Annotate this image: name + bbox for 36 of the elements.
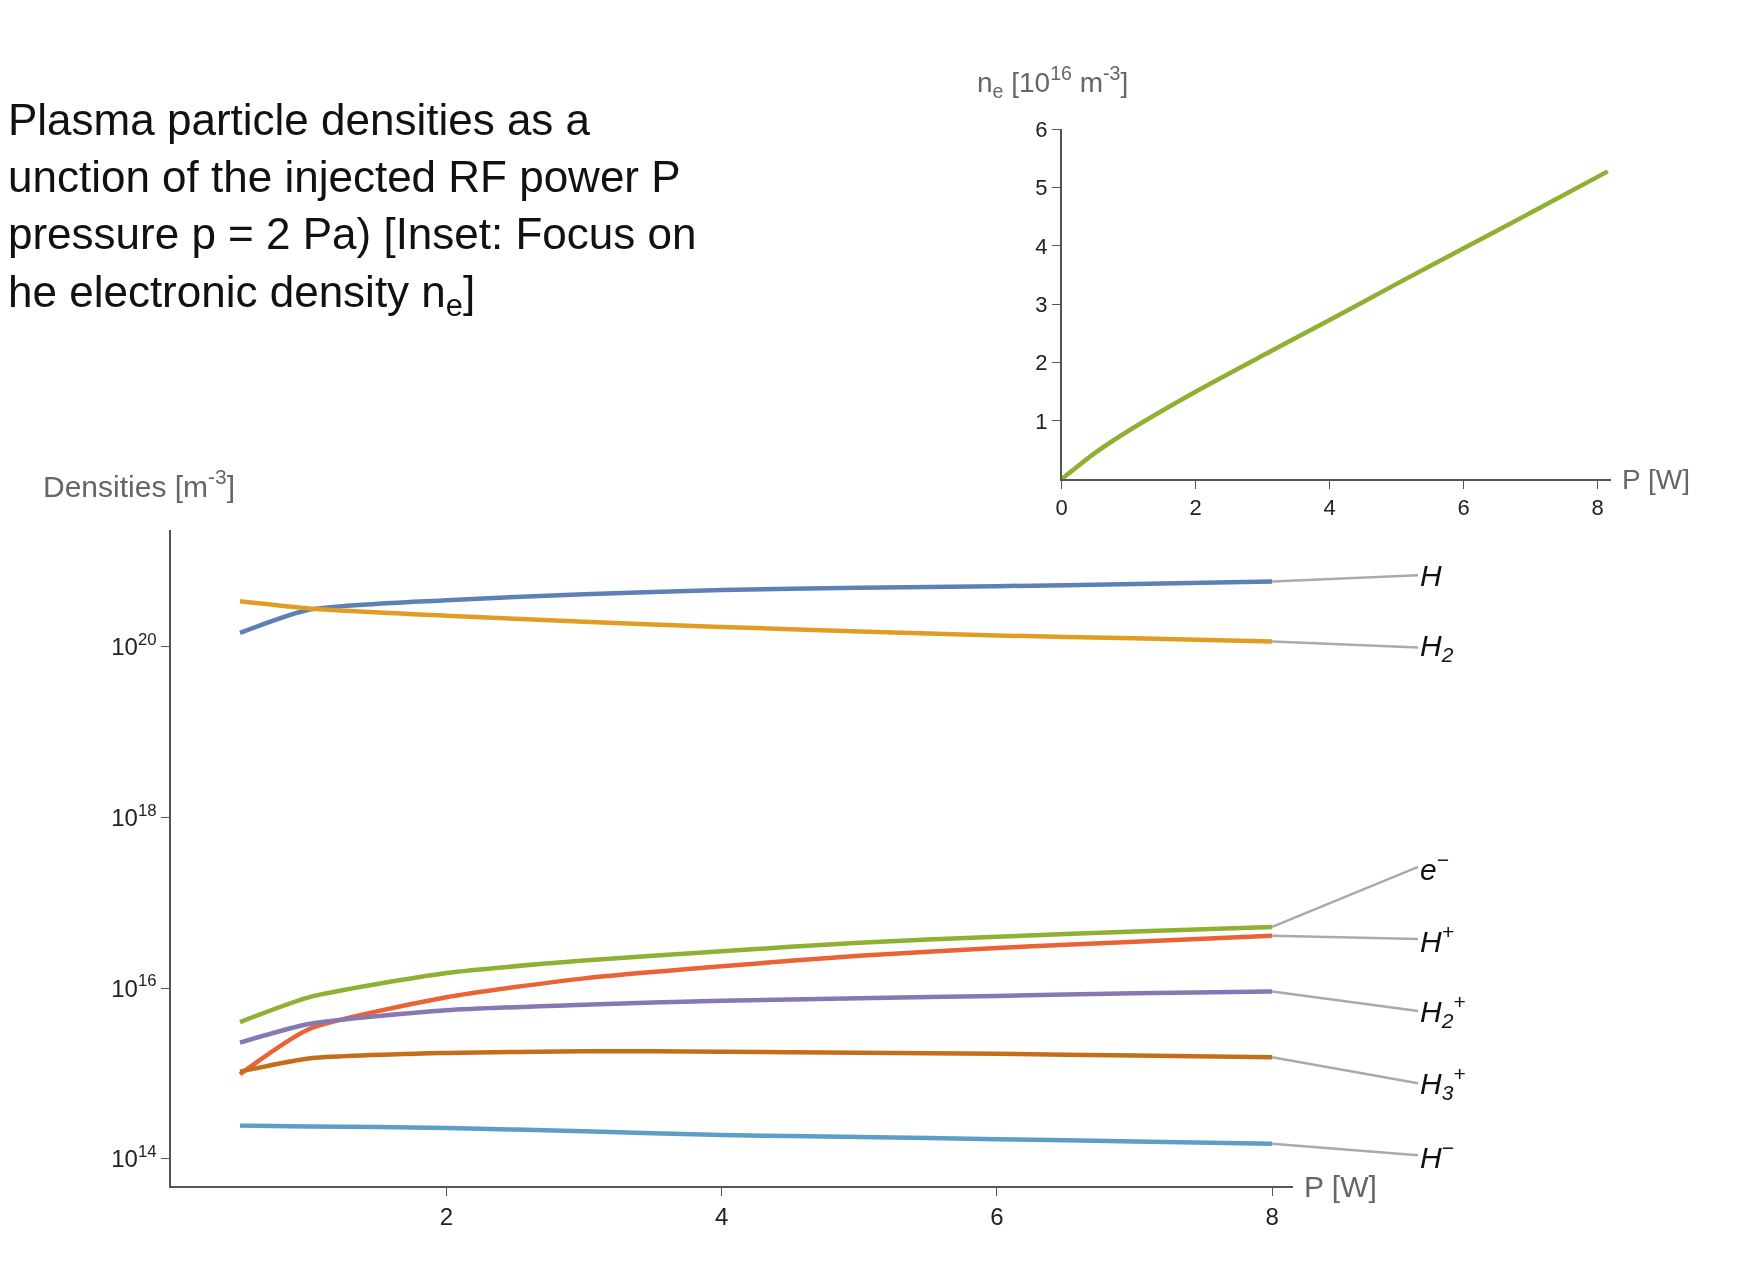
x-axis-title: P [W] [1304, 1170, 1377, 1203]
line-series [237, 989, 1275, 1045]
chart-title: Plasma particle densities as a unction of the injected RF power P pressure p = 2 Pa) [Inset: Focus on he electronic density n$_{e}$] [8, 95, 697, 323]
x-tick-label: 4 [715, 1202, 729, 1230]
x-tick-label: 6 [990, 1202, 1004, 1230]
line-series [237, 924, 1275, 1025]
x-tick-label: 6 [1457, 495, 1470, 521]
text: e$^{−}$ [1420, 848, 1449, 886]
y-tick-label: 1 [1035, 408, 1048, 434]
x-tick-label: 2 [439, 1202, 454, 1230]
y-tick-label: 4 [1035, 233, 1048, 259]
y-tick-label: 10$^{18}$ [111, 800, 157, 831]
y-tick-label: 6 [1035, 117, 1048, 143]
line-series [237, 579, 1275, 636]
y-tick-label: 10$^{16}$ [111, 971, 157, 1002]
line-series [237, 1123, 1275, 1147]
x-tick-label: 2 [1189, 495, 1202, 521]
x-axis-title: P [W] [1622, 464, 1690, 495]
y-axis-title: Densities [m$^{-3}$] [43, 465, 236, 503]
y-tick-label: 10$^{14}$ [111, 1142, 157, 1173]
y-axis-title: n$_{e}$ [10$^{16}$ m$^{-3}$] [977, 62, 1129, 102]
y-tick-label: 10$^{20}$ [111, 629, 157, 660]
line-series [237, 933, 1275, 1077]
text: H$^{−}$ [1420, 1136, 1454, 1174]
line-series [237, 598, 1275, 644]
y-tick-label: 2 [1035, 350, 1048, 376]
y-tick-label: 3 [1035, 291, 1048, 317]
x-tick-label: 4 [1323, 495, 1336, 521]
x-tick-label: 8 [1265, 1202, 1279, 1230]
line-series [237, 1048, 1275, 1074]
text: H$_{2}$ [1420, 629, 1454, 667]
text: H$^{+}$ [1420, 920, 1454, 958]
x-tick-label: 8 [1591, 495, 1604, 521]
y-tick-label: 5 [1035, 175, 1048, 201]
x-tick-label: 0 [1055, 495, 1068, 521]
text: H [1420, 559, 1442, 592]
